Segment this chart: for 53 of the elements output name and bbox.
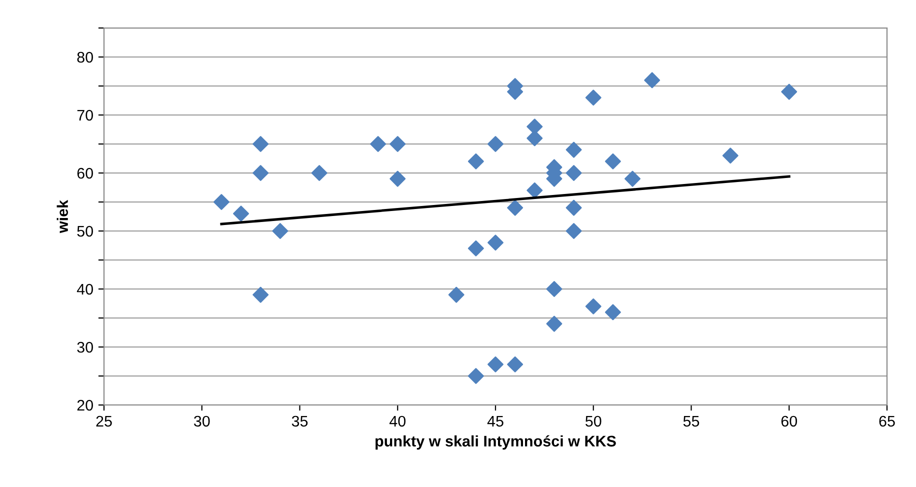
- point: [566, 142, 582, 158]
- point: [390, 136, 406, 152]
- point: [507, 200, 524, 216]
- point: [272, 223, 288, 239]
- x-tick-label: 25: [96, 416, 112, 427]
- x-tick-label: 40: [389, 416, 406, 427]
- point: [604, 153, 621, 170]
- x-tick-label: 50: [585, 416, 602, 427]
- y-tick-label: 50: [77, 226, 93, 237]
- point: [488, 356, 504, 372]
- x-tick-label: 35: [292, 416, 308, 427]
- point: [252, 165, 269, 181]
- y-axis-title: wiek: [56, 200, 68, 234]
- point: [546, 316, 562, 332]
- x-tick-label: 55: [683, 416, 700, 427]
- point: [585, 90, 602, 106]
- point: [370, 136, 386, 152]
- point: [604, 304, 621, 320]
- point: [311, 165, 328, 181]
- point: [252, 286, 269, 303]
- y-tick-label: 30: [77, 342, 93, 353]
- x-tick-label: 45: [487, 416, 504, 427]
- point: [488, 136, 504, 152]
- point: [488, 234, 504, 251]
- point: [390, 170, 406, 187]
- point: [468, 368, 484, 384]
- y-tick-label: 20: [77, 400, 93, 411]
- point: [526, 182, 543, 198]
- point: [468, 153, 484, 170]
- x-tick-label: 65: [879, 416, 895, 427]
- x-tick-label: 60: [781, 416, 798, 427]
- x-axis-title: punkty w skali Intymności w KKS: [376, 435, 616, 450]
- point: [507, 356, 524, 372]
- point: [566, 200, 582, 216]
- point: [781, 84, 798, 100]
- x-tick-label: 30: [194, 416, 210, 427]
- point: [526, 130, 543, 146]
- point: [252, 136, 269, 152]
- point: [644, 72, 660, 88]
- point: [566, 165, 582, 181]
- y-tick-label: 70: [77, 110, 93, 121]
- point: [546, 281, 562, 297]
- point: [566, 223, 582, 239]
- point: [722, 148, 738, 164]
- point: [585, 298, 602, 314]
- y-tick-label: 60: [77, 168, 93, 179]
- point: [624, 170, 641, 187]
- point: [448, 286, 464, 303]
- point: [213, 194, 230, 210]
- point: [468, 240, 484, 256]
- y-tick-label: 80: [77, 52, 93, 63]
- y-tick-label: 40: [76, 284, 93, 295]
- point: [233, 206, 250, 222]
